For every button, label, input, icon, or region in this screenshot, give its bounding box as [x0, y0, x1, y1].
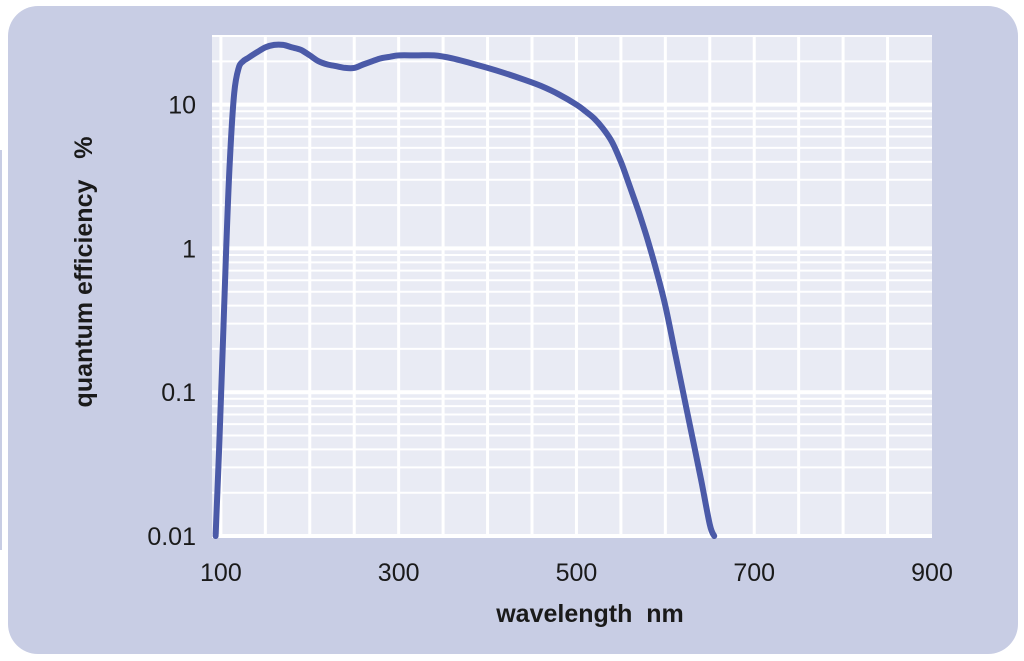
- x-tick-label: 300: [378, 559, 420, 587]
- frame-edge-mark: [0, 150, 2, 550]
- y-tick-label: 10: [168, 92, 196, 120]
- x-tick-label: 500: [556, 559, 598, 587]
- y-axis-title: quantum efficiency %: [70, 137, 98, 408]
- y-tick-label: 1: [182, 235, 196, 263]
- x-tick-label: 700: [733, 559, 775, 587]
- x-tick-label: 900: [911, 559, 953, 587]
- y-tick-label: 0.01: [147, 523, 196, 551]
- y-axis-tick-labels: 0.01 0.1 1 10: [147, 92, 196, 551]
- series-line: [212, 41, 718, 539]
- y-tick-label: 0.1: [161, 379, 196, 407]
- x-axis-tick-labels: 100 300 500 700 900: [200, 559, 953, 587]
- x-tick-label: 100: [200, 559, 242, 587]
- grid-lines: [212, 35, 932, 538]
- x-axis-title: wavelength nm: [495, 600, 684, 628]
